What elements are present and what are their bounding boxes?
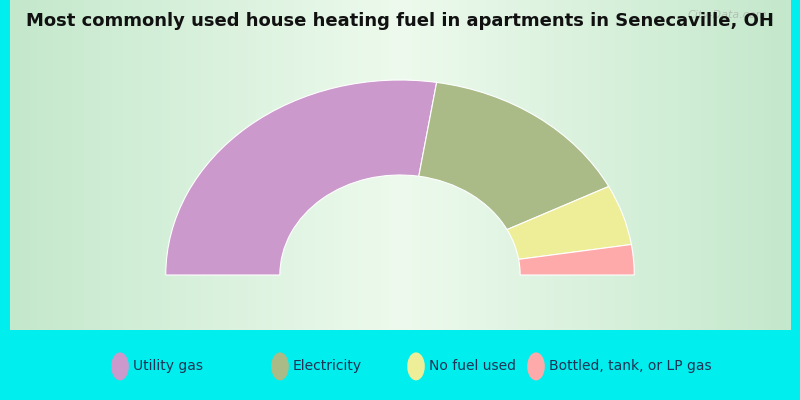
Text: No fuel used: No fuel used bbox=[429, 359, 516, 374]
Text: Most commonly used house heating fuel in apartments in Senecaville, OH: Most commonly used house heating fuel in… bbox=[26, 12, 774, 30]
Ellipse shape bbox=[271, 352, 289, 380]
Wedge shape bbox=[518, 244, 634, 275]
Text: Electricity: Electricity bbox=[293, 359, 362, 374]
Ellipse shape bbox=[407, 352, 425, 380]
Text: Bottled, tank, or LP gas: Bottled, tank, or LP gas bbox=[549, 359, 711, 374]
Wedge shape bbox=[418, 82, 609, 230]
Text: Utility gas: Utility gas bbox=[133, 359, 203, 374]
Wedge shape bbox=[166, 80, 437, 275]
Ellipse shape bbox=[527, 352, 545, 380]
Wedge shape bbox=[507, 186, 631, 259]
Ellipse shape bbox=[111, 352, 129, 380]
Text: City-Data.com: City-Data.com bbox=[687, 10, 767, 20]
